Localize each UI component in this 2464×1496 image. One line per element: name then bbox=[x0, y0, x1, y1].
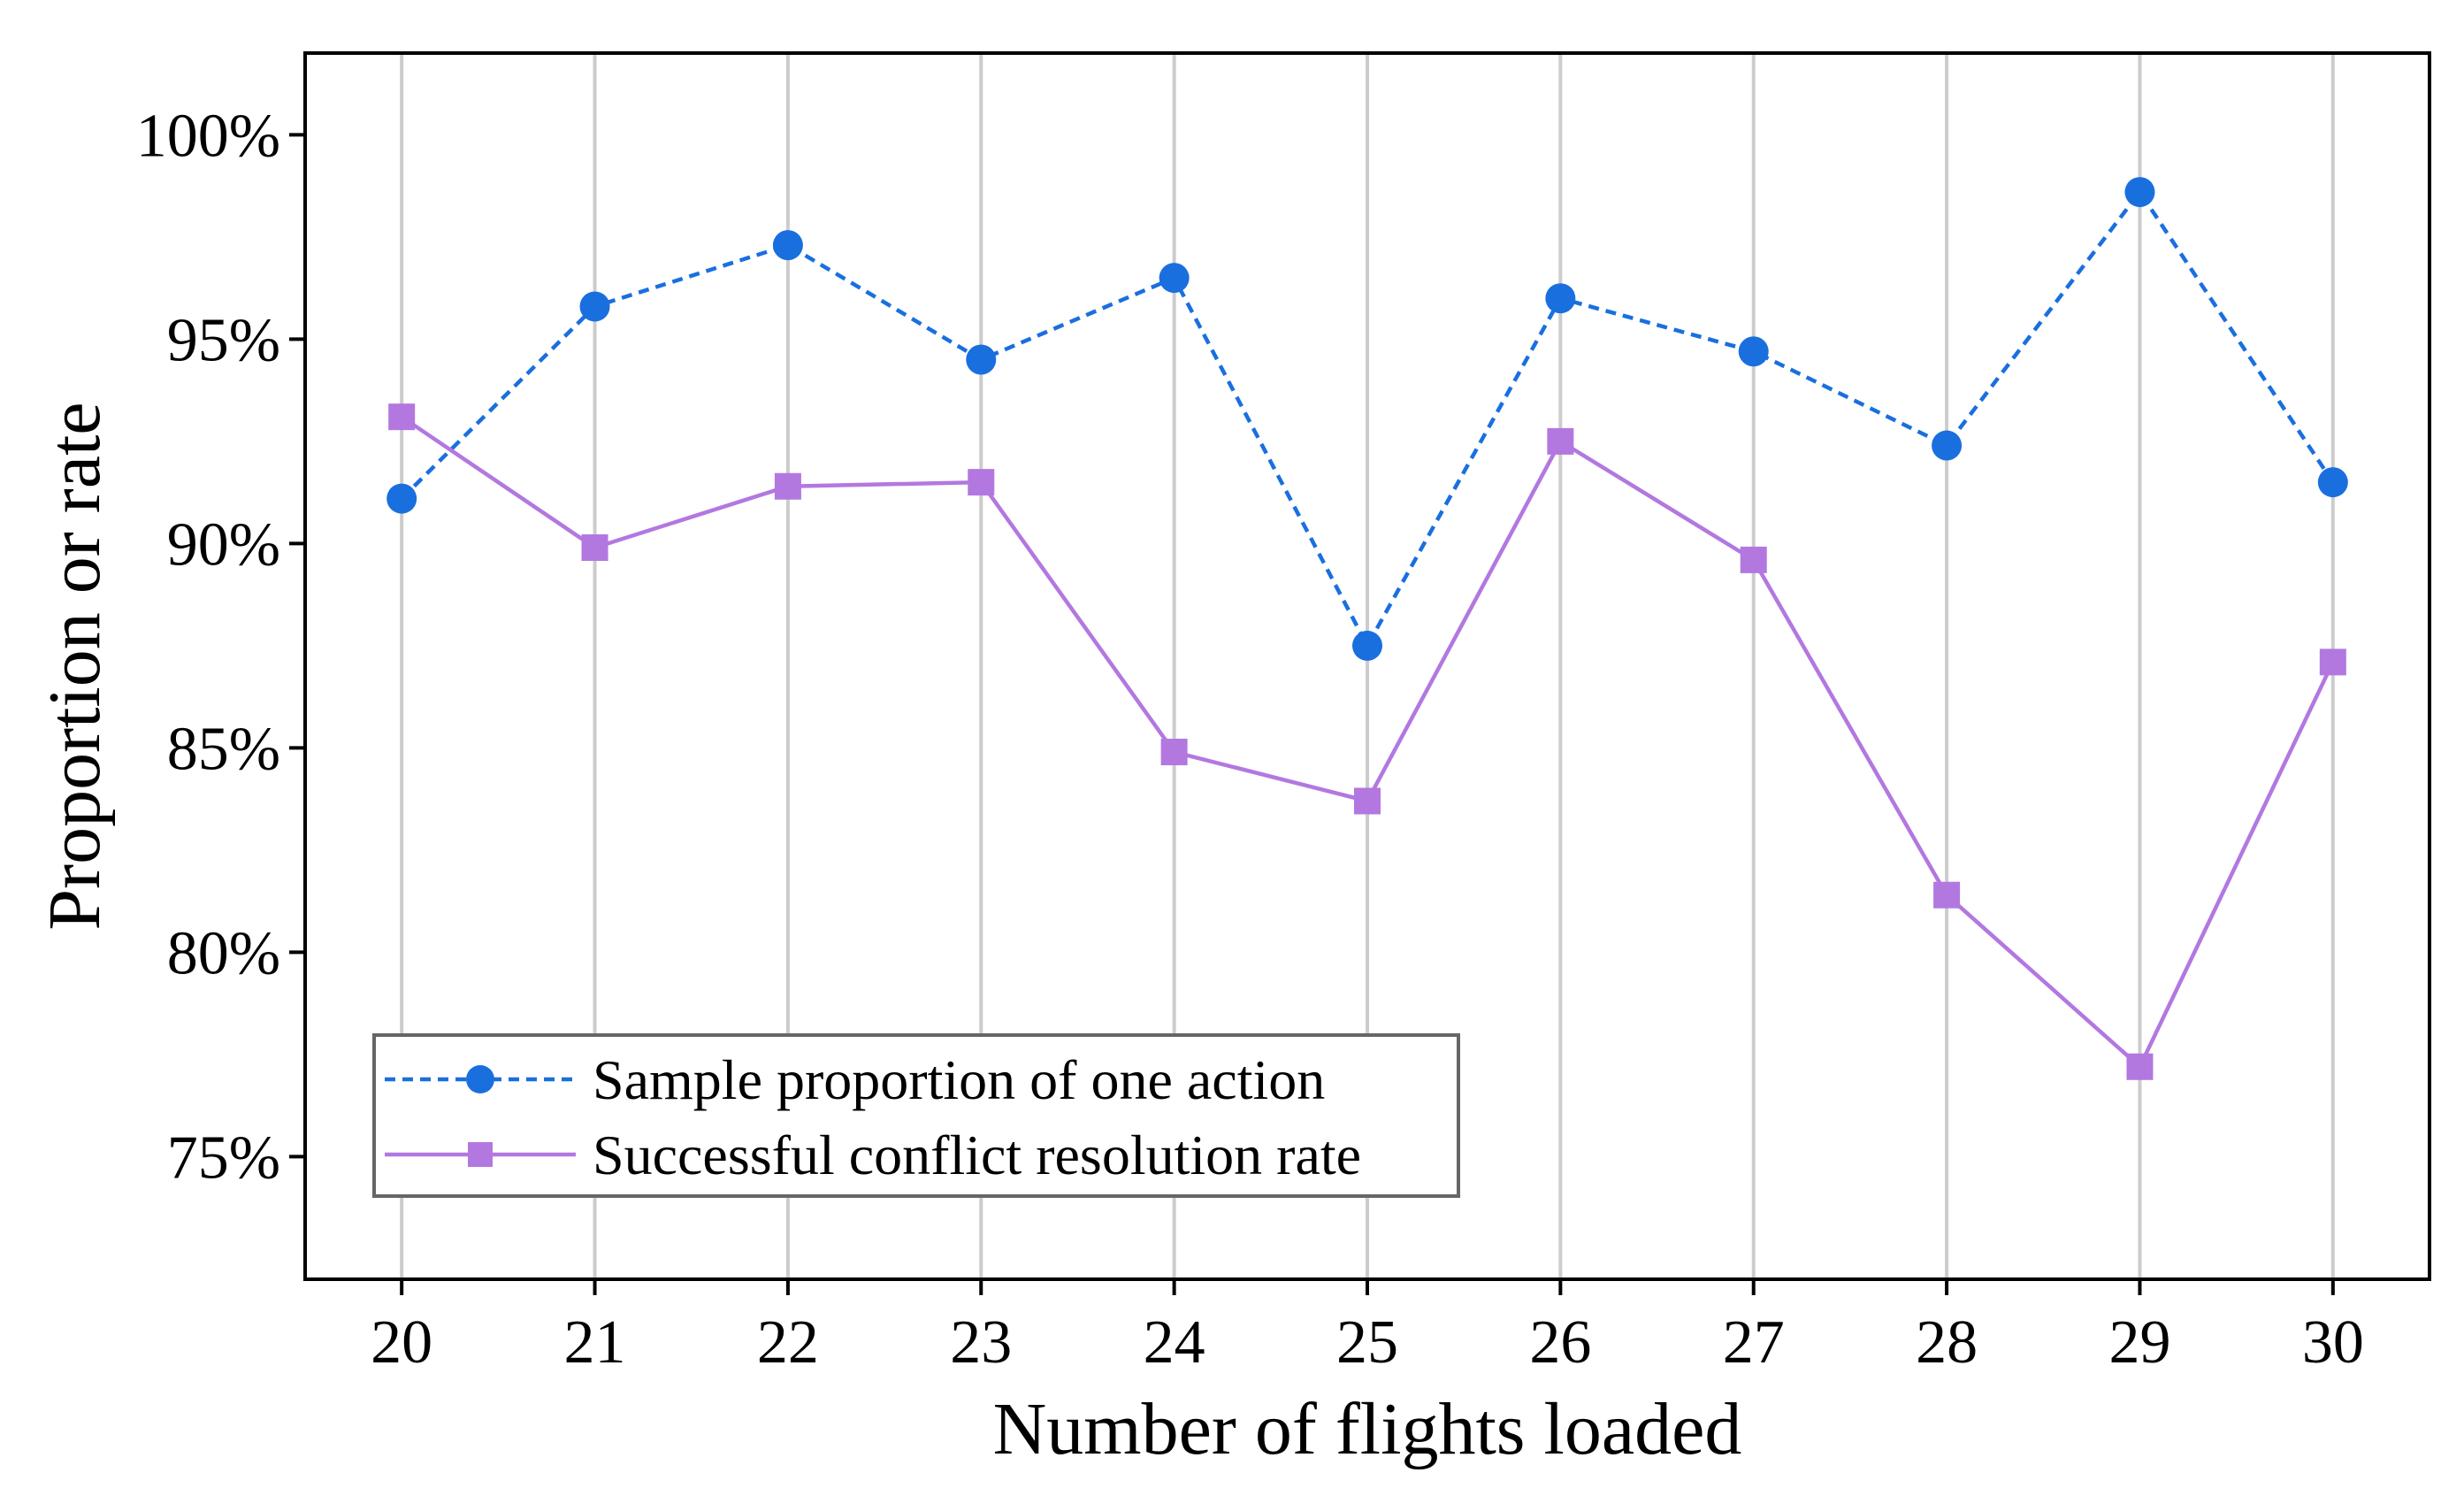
data-point-s0-28 bbox=[1932, 430, 1963, 461]
y-tick-label-75: 75% bbox=[167, 1124, 280, 1192]
x-tick-label-20: 20 bbox=[371, 1308, 432, 1377]
data-point-s0-21 bbox=[579, 291, 610, 322]
y-tick-label-100: 100% bbox=[136, 102, 280, 170]
y-tick-label-85: 85% bbox=[167, 715, 280, 783]
data-point-s0-20 bbox=[386, 483, 417, 514]
data-point-s1-25 bbox=[1354, 787, 1381, 815]
data-point-s0-30 bbox=[2317, 467, 2348, 498]
data-point-s1-20 bbox=[388, 403, 416, 431]
data-point-s0-29 bbox=[2124, 177, 2155, 208]
data-point-s0-26 bbox=[1545, 283, 1576, 314]
legend-label-sample-proportion: Sample proportion of one action bbox=[593, 1048, 1325, 1111]
x-tick-label-29: 29 bbox=[2108, 1308, 2170, 1377]
data-point-s0-24 bbox=[1159, 263, 1190, 294]
y-tick-label-95: 95% bbox=[167, 306, 280, 374]
y-axis-title: Proportion or rate bbox=[34, 402, 116, 930]
data-point-s0-22 bbox=[772, 230, 803, 261]
x-tick-label-25: 25 bbox=[1336, 1308, 1398, 1377]
data-point-s1-22 bbox=[774, 472, 801, 500]
legend: Sample proportion of one action Successf… bbox=[372, 1033, 1460, 1198]
x-tick-label-28: 28 bbox=[1916, 1308, 1978, 1377]
series-line-0 bbox=[400, 189, 2335, 648]
legend-box bbox=[372, 1033, 1460, 1198]
y-tick-label-80: 80% bbox=[167, 919, 280, 987]
data-point-s1-23 bbox=[968, 469, 995, 496]
data-point-s1-24 bbox=[1160, 739, 1188, 766]
data-point-s1-28 bbox=[1933, 881, 1961, 909]
data-point-s0-25 bbox=[1352, 630, 1382, 661]
series-layer bbox=[386, 177, 2348, 1080]
x-tick-label-26: 26 bbox=[1529, 1308, 1591, 1377]
x-tick-label-30: 30 bbox=[2302, 1308, 2364, 1377]
x-tick-label-27: 27 bbox=[1723, 1308, 1785, 1377]
x-tick-label-23: 23 bbox=[950, 1308, 1012, 1377]
data-point-s1-21 bbox=[581, 534, 608, 562]
data-point-s1-29 bbox=[2126, 1053, 2154, 1080]
x-axis-title: Number of flights loaded bbox=[993, 1388, 1742, 1470]
axis-ticks: 20 21 22 23 24 25 26 27 28 29 30 75% 80% 85% 90% 95% 100… bbox=[136, 102, 2364, 1377]
legend-marker-sample-proportion bbox=[466, 1065, 494, 1093]
x-tick-label-21: 21 bbox=[564, 1308, 626, 1377]
x-tick-label-24: 24 bbox=[1144, 1308, 1205, 1377]
data-point-s0-27 bbox=[1738, 336, 1769, 367]
y-tick-label-90: 90% bbox=[167, 510, 280, 579]
data-point-s1-27 bbox=[1740, 546, 1767, 573]
data-point-s1-26 bbox=[1547, 427, 1574, 455]
x-tick-label-22: 22 bbox=[757, 1308, 819, 1377]
legend-marker-resolution-rate bbox=[468, 1142, 493, 1167]
data-point-s0-23 bbox=[966, 344, 997, 375]
data-point-s1-30 bbox=[2319, 648, 2346, 676]
legend-label-resolution-rate: Successful conflict resolution rate bbox=[593, 1124, 1361, 1186]
